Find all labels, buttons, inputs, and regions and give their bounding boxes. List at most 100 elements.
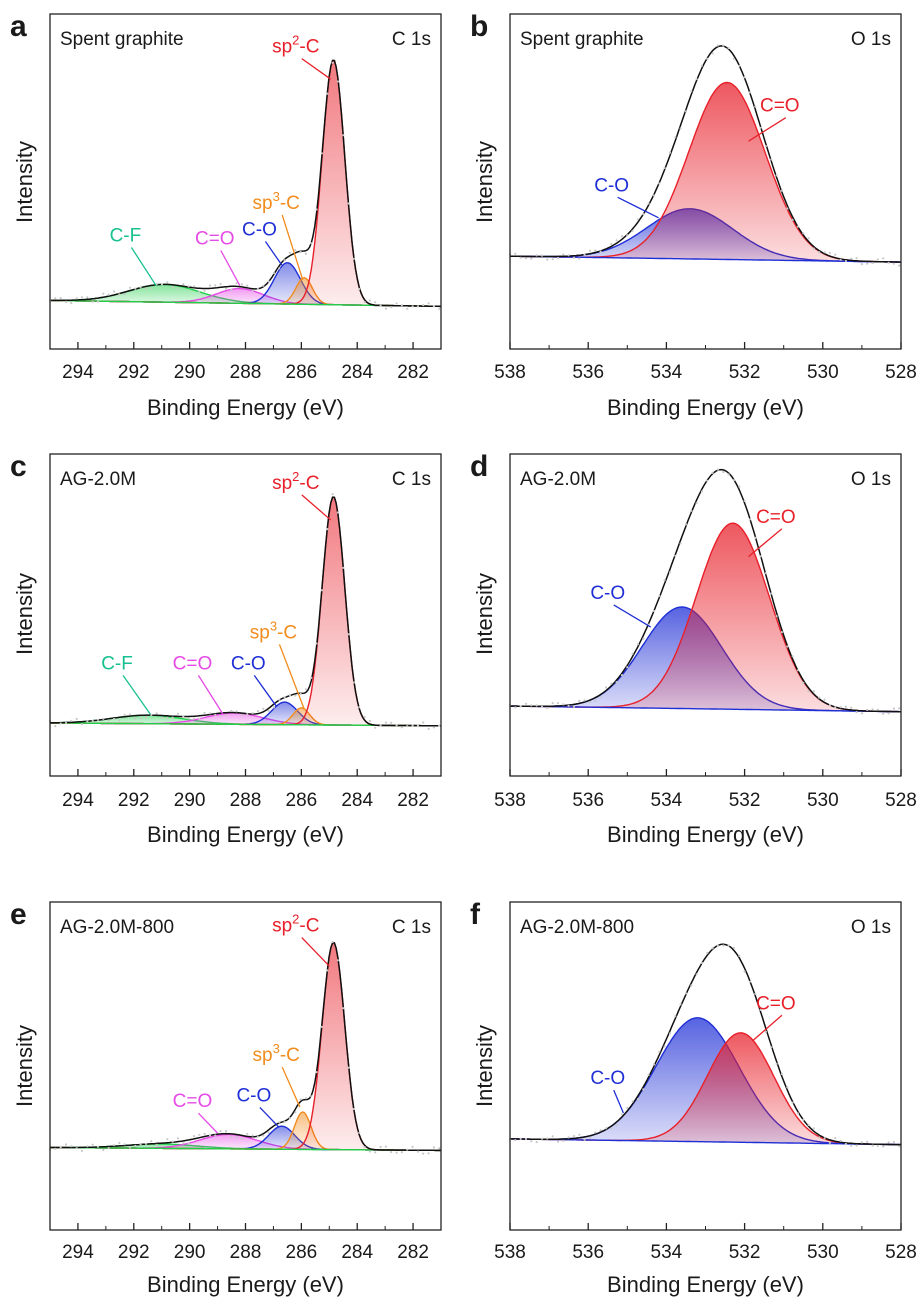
x-axis-title: Binding Energy (eV) xyxy=(147,1272,344,1297)
annotation-label: C-F xyxy=(101,653,133,674)
annotation-label: C=O xyxy=(756,507,796,528)
peak-sp2-c-area xyxy=(50,60,441,307)
raw-point xyxy=(336,511,339,514)
raw-point xyxy=(166,281,169,284)
annotation-label: sp3-C xyxy=(253,1041,300,1066)
raw-point xyxy=(876,258,880,261)
raw-point xyxy=(182,1142,185,1145)
annotation-leader xyxy=(264,241,283,266)
x-tick-label: 284 xyxy=(341,362,373,383)
raw-point xyxy=(86,720,89,723)
peak-sp2-c-line xyxy=(49,59,442,308)
raw-point xyxy=(892,1140,896,1144)
raw-point xyxy=(898,1145,901,1148)
raw-point xyxy=(358,1131,361,1134)
raw-point xyxy=(732,946,736,949)
raw-point xyxy=(416,1150,419,1153)
raw-point xyxy=(384,721,387,724)
raw-point xyxy=(572,705,576,708)
peak-c-f-area xyxy=(50,1144,441,1151)
raw-point xyxy=(791,655,794,658)
peak-c-o-area xyxy=(50,1134,441,1151)
raw-point xyxy=(427,302,430,305)
raw-point xyxy=(198,290,201,293)
raw-point xyxy=(326,528,329,531)
raw-point xyxy=(535,1141,538,1144)
raw-point xyxy=(604,686,608,689)
x-tick-label: 286 xyxy=(286,790,318,811)
raw-point xyxy=(642,637,645,640)
raw-point xyxy=(631,652,634,655)
raw-point xyxy=(887,261,890,264)
raw-point xyxy=(347,1066,350,1069)
raw-point xyxy=(262,707,265,710)
peak-sp2-c-line xyxy=(50,942,441,1152)
raw-point xyxy=(139,716,142,720)
raw-point xyxy=(754,536,757,540)
raw-point xyxy=(278,1121,281,1124)
raw-point xyxy=(406,725,409,728)
x-tick-label: 532 xyxy=(729,362,761,383)
annotation-label: C-O xyxy=(590,583,625,604)
x-tick-label: 528 xyxy=(885,1242,917,1263)
annotation-label: C-F xyxy=(110,225,142,246)
raw-point xyxy=(828,1141,832,1144)
raw-point xyxy=(107,293,110,296)
raw-point xyxy=(562,1139,565,1142)
raw-point xyxy=(556,1140,560,1143)
y-axis-title: Intensity xyxy=(472,573,497,655)
raw-point xyxy=(828,251,832,255)
raw-point xyxy=(807,1123,810,1127)
panel-e: 294 292 290 288 286 284 282 Binding Energy (eV)… xyxy=(10,898,442,1297)
raw-point xyxy=(732,479,736,482)
raw-point xyxy=(219,282,222,286)
raw-point xyxy=(530,1140,533,1143)
y-axis-title: Intensity xyxy=(12,141,37,223)
raw-point xyxy=(128,286,132,289)
raw-point xyxy=(310,676,313,680)
raw-point xyxy=(722,44,725,47)
raw-point xyxy=(59,722,62,725)
raw-point xyxy=(679,542,682,545)
annotation-leader xyxy=(281,214,304,280)
raw-point xyxy=(812,690,816,693)
peak-sp2-c-line xyxy=(50,496,441,727)
x-tick-label: 288 xyxy=(230,790,262,811)
raw-point xyxy=(594,699,597,702)
raw-point xyxy=(791,218,794,221)
raw-point xyxy=(615,1124,618,1127)
raw-point xyxy=(796,669,800,672)
raw-point xyxy=(299,692,302,695)
raw-point xyxy=(139,1143,142,1146)
annotation-label: C=O xyxy=(173,1091,213,1112)
raw-point xyxy=(690,509,693,512)
raw-point xyxy=(91,300,94,303)
sample-label: AG-2.0M-800 xyxy=(520,917,634,938)
x-tick-label: 290 xyxy=(174,790,206,811)
raw-point xyxy=(224,1130,228,1133)
raw-point xyxy=(288,251,291,254)
x-tick-label: 292 xyxy=(118,1242,150,1263)
raw-point xyxy=(342,134,345,137)
raw-point xyxy=(171,716,174,719)
raw-point xyxy=(514,706,517,709)
raw-point xyxy=(331,940,334,944)
raw-point xyxy=(256,710,259,713)
raw-point xyxy=(663,579,666,582)
panel-letter: c xyxy=(10,450,27,483)
raw-point xyxy=(304,1097,307,1100)
raw-point xyxy=(75,717,78,721)
raw-point xyxy=(716,468,720,471)
annotation-label: C-O xyxy=(590,1068,625,1089)
raw-point xyxy=(610,682,613,685)
raw-point xyxy=(219,1130,222,1133)
raw-point xyxy=(727,944,730,947)
raw-point xyxy=(764,1030,768,1033)
raw-point xyxy=(118,719,121,722)
raw-point xyxy=(850,1144,853,1147)
raw-point xyxy=(636,1098,640,1101)
raw-point xyxy=(64,721,68,725)
raw-point xyxy=(80,1149,84,1152)
x-tick-label: 536 xyxy=(572,362,604,383)
raw-point xyxy=(299,250,302,254)
